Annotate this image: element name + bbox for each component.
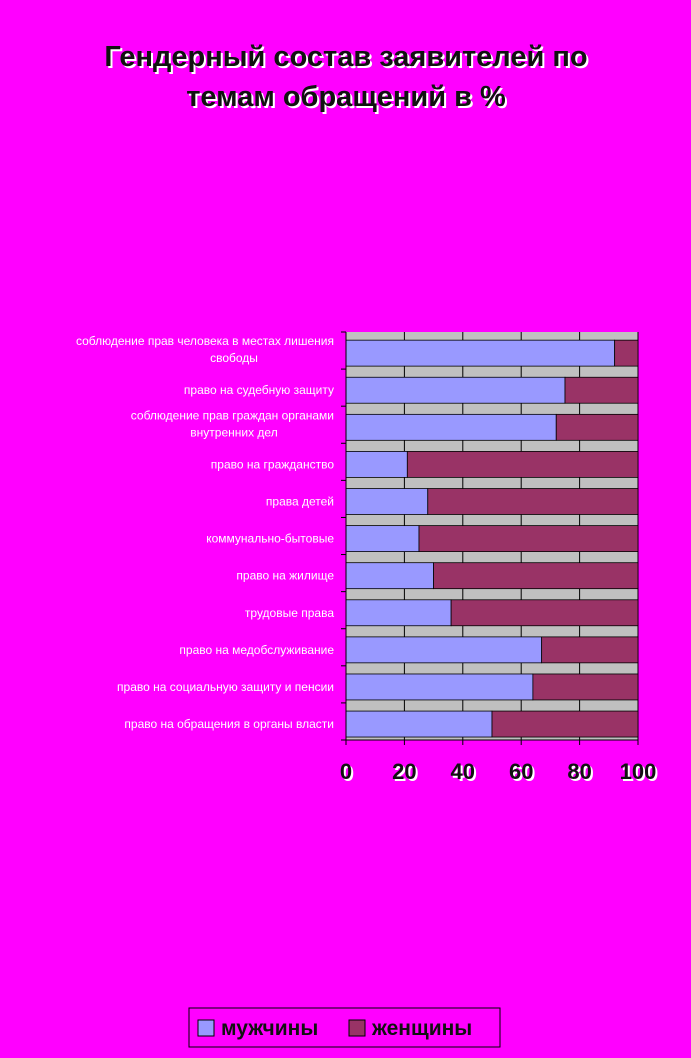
bar-men-4 [345, 488, 429, 515]
bar-women-6 [433, 562, 639, 590]
plot-area [341, 331, 639, 745]
x-tick-label-0: 0 [340, 759, 352, 784]
bar-women-1 [564, 376, 639, 404]
bar-men-6 [345, 562, 434, 590]
legend-box [188, 1007, 501, 1048]
x-tick-label-shadow-60: 60 [511, 761, 535, 786]
bar-women-5 [418, 525, 639, 552]
chart-title-shadow-0: Гендерный состав заявителей по [106, 43, 589, 75]
legend-swatch-women [348, 1019, 366, 1037]
legend-swatch-men [197, 1019, 215, 1037]
bar-women-3 [406, 451, 639, 478]
x-tick-label-shadow-40: 40 [453, 761, 477, 786]
category-label-2-1: внутренних дел [190, 425, 277, 439]
category-label-9-0: право на социальную защиту и пенсии [117, 680, 334, 694]
bar-men-3 [345, 451, 408, 478]
bar-men-8 [345, 636, 543, 664]
x-tick-label-shadow-20: 20 [394, 761, 418, 786]
legend-label-women: женщины [371, 1017, 472, 1040]
x-tick-label-shadow-80: 80 [569, 761, 593, 786]
bar-men-9 [345, 673, 534, 701]
category-label-6-0: право на жилище [236, 569, 334, 583]
bar-women-10 [491, 710, 639, 738]
x-tick-label-20: 20 [392, 759, 416, 784]
bar-women-4 [427, 488, 639, 515]
bar-women-7 [450, 599, 639, 627]
category-label-10-0: право на обращения в органы власти [124, 717, 334, 731]
bar-women-9 [532, 673, 639, 701]
chart-title-shadow-1: темам обращений в % [188, 83, 508, 115]
x-tick-label-shadow-0: 0 [342, 761, 354, 786]
category-label-8-0: право на медобслуживание [179, 643, 334, 657]
category-label-1-0: право на судебную защиту [184, 383, 334, 397]
chart-title-line-1: темам обращений в % [186, 81, 506, 113]
x-tick-label-40: 40 [451, 759, 475, 784]
bar-women-0 [614, 339, 639, 367]
category-label-2-0: соблюдение прав граждан органами [131, 408, 334, 422]
bar-men-2 [345, 413, 557, 441]
legend-label-men: мужчины [221, 1017, 318, 1040]
legend: мужчины женщины [188, 1007, 501, 1048]
x-tick-label-shadow-100: 100 [622, 761, 659, 786]
category-label-0-1: свободы [210, 351, 258, 365]
bar-men-1 [345, 376, 566, 404]
category-label-0-0: соблюдение прав человека в местах лишени… [76, 334, 334, 348]
category-label-3-0: право на гражданство [211, 457, 335, 471]
bar-women-8 [541, 636, 639, 664]
x-tick-label-100: 100 [620, 759, 657, 784]
x-tick-label-60: 60 [509, 759, 533, 784]
bar-women-2 [555, 413, 639, 441]
bar-men-10 [345, 710, 493, 738]
category-label-4-0: права детей [266, 495, 334, 509]
category-label-5-0: коммунально-бытовые [206, 532, 334, 546]
bar-men-0 [345, 339, 616, 367]
x-tick-label-80: 80 [567, 759, 591, 784]
chart-title-line-0: Гендерный состав заявителей по [104, 41, 587, 73]
bar-men-7 [345, 599, 452, 627]
bar-men-5 [345, 525, 420, 552]
category-labels: соблюдение прав человека в местах лишени… [76, 334, 334, 731]
chart-title: Гендерный состав заявителей поГендерный … [104, 41, 589, 115]
category-label-7-0: трудовые права [245, 606, 334, 620]
